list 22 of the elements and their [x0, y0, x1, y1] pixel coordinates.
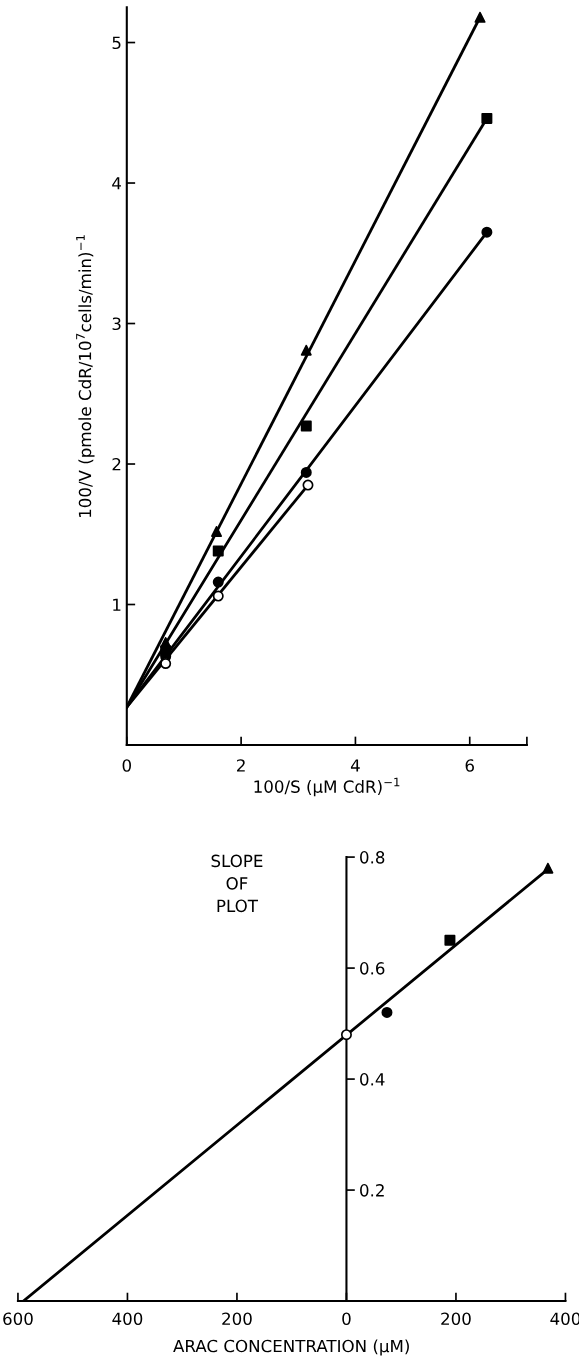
x-tick-label: 200 [222, 1312, 252, 1326]
y-tick-label: 4 [112, 177, 121, 190]
x-axis-title: ARAC CONCENTRATION (μM) [173, 1339, 409, 1356]
x-tick-label: 400 [112, 1312, 143, 1326]
x-tick-label: 600 [3, 1312, 33, 1326]
x-tick-label: 200 [441, 1312, 471, 1326]
y-axis-title: SLOPE OF PLOT [211, 854, 263, 913]
y-tick-label: 0.4 [360, 1073, 385, 1086]
x-tick-label: 0 [342, 1312, 351, 1326]
x-tick-label: 4 [350, 759, 360, 772]
y-tick-label: 2 [112, 457, 121, 471]
y-tick-label: 0.8 [360, 851, 385, 864]
y-tick-label: 3 [112, 317, 121, 331]
y-axis-title: 100/V (pmole CdR/10$^{7}$cells/min)$^{−1}$ [76, 235, 95, 518]
y-tick-label: 0.6 [360, 962, 385, 975]
x-tick-label: 2 [237, 759, 245, 772]
y-tick-label: 1 [113, 598, 121, 611]
y-tick-label: 5 [112, 36, 121, 50]
y-tick-label: 0.2 [360, 1184, 384, 1197]
x-tick-label: 0 [122, 759, 131, 772]
x-tick-label: 6 [465, 759, 474, 772]
x-axis-title: 100/S (μM CdR)$^{−1}$ [254, 777, 400, 797]
